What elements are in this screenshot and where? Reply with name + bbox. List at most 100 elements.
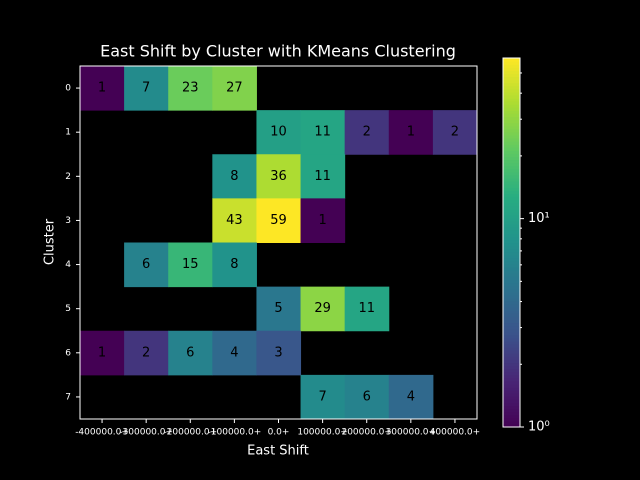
colorbar-slice xyxy=(503,174,520,179)
colorbar-slice xyxy=(503,76,520,81)
colorbar-slice xyxy=(503,184,520,188)
colorbar-slice xyxy=(503,162,520,167)
cell-label: 6 xyxy=(363,389,371,404)
colorbar-slice xyxy=(503,347,520,351)
colorbar-slice xyxy=(503,300,520,305)
colorbar-slice xyxy=(503,267,520,271)
colorbar-slice xyxy=(503,202,520,207)
x-tick-label: -200000.0+ xyxy=(163,428,217,438)
cell-label: 36 xyxy=(270,169,287,184)
colorbar-slice xyxy=(503,279,520,284)
heatmap-cell xyxy=(300,110,346,155)
heatmap-cell xyxy=(124,66,169,111)
colorbar-frame xyxy=(502,57,521,428)
cell-label: 6 xyxy=(142,257,150,272)
colorbar-slice xyxy=(503,405,520,410)
colorbar-slice xyxy=(503,248,520,253)
heatmap-cell xyxy=(168,330,213,376)
colorbar-slice xyxy=(503,110,520,114)
colorbar-slice xyxy=(503,334,520,339)
cell-label: 2 xyxy=(142,345,150,360)
x-tick-label: -100000.0+ xyxy=(208,428,262,438)
colorbar-slice xyxy=(503,144,520,148)
colorbar-slice xyxy=(503,70,520,74)
cell-label: 11 xyxy=(314,169,331,184)
colorbar-slice xyxy=(503,107,520,111)
colorbar-slice xyxy=(503,359,520,364)
colorbar-slice xyxy=(503,85,520,90)
cell-label: 11 xyxy=(358,301,375,316)
colorbar-slice xyxy=(503,79,520,84)
cell-label: 23 xyxy=(182,81,199,96)
colorbar-slice xyxy=(503,82,520,87)
heatmap-cell xyxy=(124,330,169,376)
heatmap-cell xyxy=(256,286,302,332)
heatmap-cell xyxy=(388,374,434,420)
y-tick-label: 4 xyxy=(65,260,71,270)
heatmap-cell xyxy=(124,242,169,288)
colorbar-slice xyxy=(503,156,520,161)
cell-label: 1 xyxy=(318,213,326,228)
colorbar-slice xyxy=(503,276,520,280)
colorbar-slice xyxy=(503,181,520,185)
cell-label: 1 xyxy=(98,345,106,360)
colorbar-slice xyxy=(503,187,520,191)
colorbar-slice xyxy=(503,64,520,68)
cell-label: 59 xyxy=(270,213,287,228)
cell-label: 8 xyxy=(230,257,238,272)
colorbar-slice xyxy=(503,285,520,290)
colorbar-slice xyxy=(503,362,520,367)
colorbar-slice xyxy=(503,171,520,176)
cell-label: 1 xyxy=(98,81,106,96)
colorbar-slice xyxy=(503,288,520,293)
chart-title: East Shift by Cluster with KMeans Cluste… xyxy=(100,42,456,61)
colorbar-slice xyxy=(503,131,520,136)
cell-label: 11 xyxy=(314,125,331,140)
colorbar-slice xyxy=(503,147,520,151)
colorbar-slice xyxy=(503,350,520,354)
y-tick-label: 3 xyxy=(65,216,71,226)
colorbar-slice xyxy=(503,177,520,182)
colorbar-slice xyxy=(503,390,520,394)
colorbar-slice xyxy=(503,159,520,164)
colorbar-slice xyxy=(503,239,520,244)
colorbar-slice xyxy=(503,380,520,385)
heatmap-cell xyxy=(256,198,302,243)
colorbar-slice xyxy=(503,340,520,345)
heatmap-cell xyxy=(344,286,390,332)
colorbar-slice xyxy=(503,217,520,222)
colorbar-slice xyxy=(503,251,520,256)
cell-label: 7 xyxy=(318,389,326,404)
y-axis-label: Cluster xyxy=(43,218,58,265)
colorbar-slice xyxy=(503,61,520,65)
y-tick-label: 5 xyxy=(65,304,71,314)
colorbar-slice xyxy=(503,116,520,121)
heatmap-cell xyxy=(212,154,257,199)
heatmap-cell xyxy=(168,242,213,288)
colorbar-slice xyxy=(503,353,520,357)
x-tick-label: 0.0+ xyxy=(268,428,290,438)
heatmap-cell xyxy=(344,374,390,420)
heatmap-cell xyxy=(256,330,302,376)
heatmap-cell xyxy=(300,198,346,243)
cell-label: 4 xyxy=(407,389,415,404)
colorbar-slice xyxy=(503,264,520,268)
colorbar-slice xyxy=(503,365,520,370)
cell-label: 7 xyxy=(142,81,150,96)
colorbar-slice xyxy=(503,165,520,170)
colorbar-slice xyxy=(503,211,520,216)
colorbar-tick-label: 10⁰ xyxy=(528,420,550,435)
x-axis-label: East Shift xyxy=(247,444,309,459)
heatmap-cell xyxy=(300,286,346,332)
colorbar-slice xyxy=(503,168,520,173)
cell-label: 4 xyxy=(230,345,238,360)
heatmap-cell xyxy=(212,66,257,111)
colorbar-slice xyxy=(503,153,520,157)
colorbar-slice xyxy=(503,119,520,124)
colorbar-slice xyxy=(503,220,520,225)
heatmap-cell xyxy=(168,66,213,111)
colorbar-slice xyxy=(503,97,520,102)
colorbar-slice xyxy=(503,270,520,274)
cell-label: 2 xyxy=(363,125,371,140)
colorbar-slice xyxy=(503,399,520,403)
